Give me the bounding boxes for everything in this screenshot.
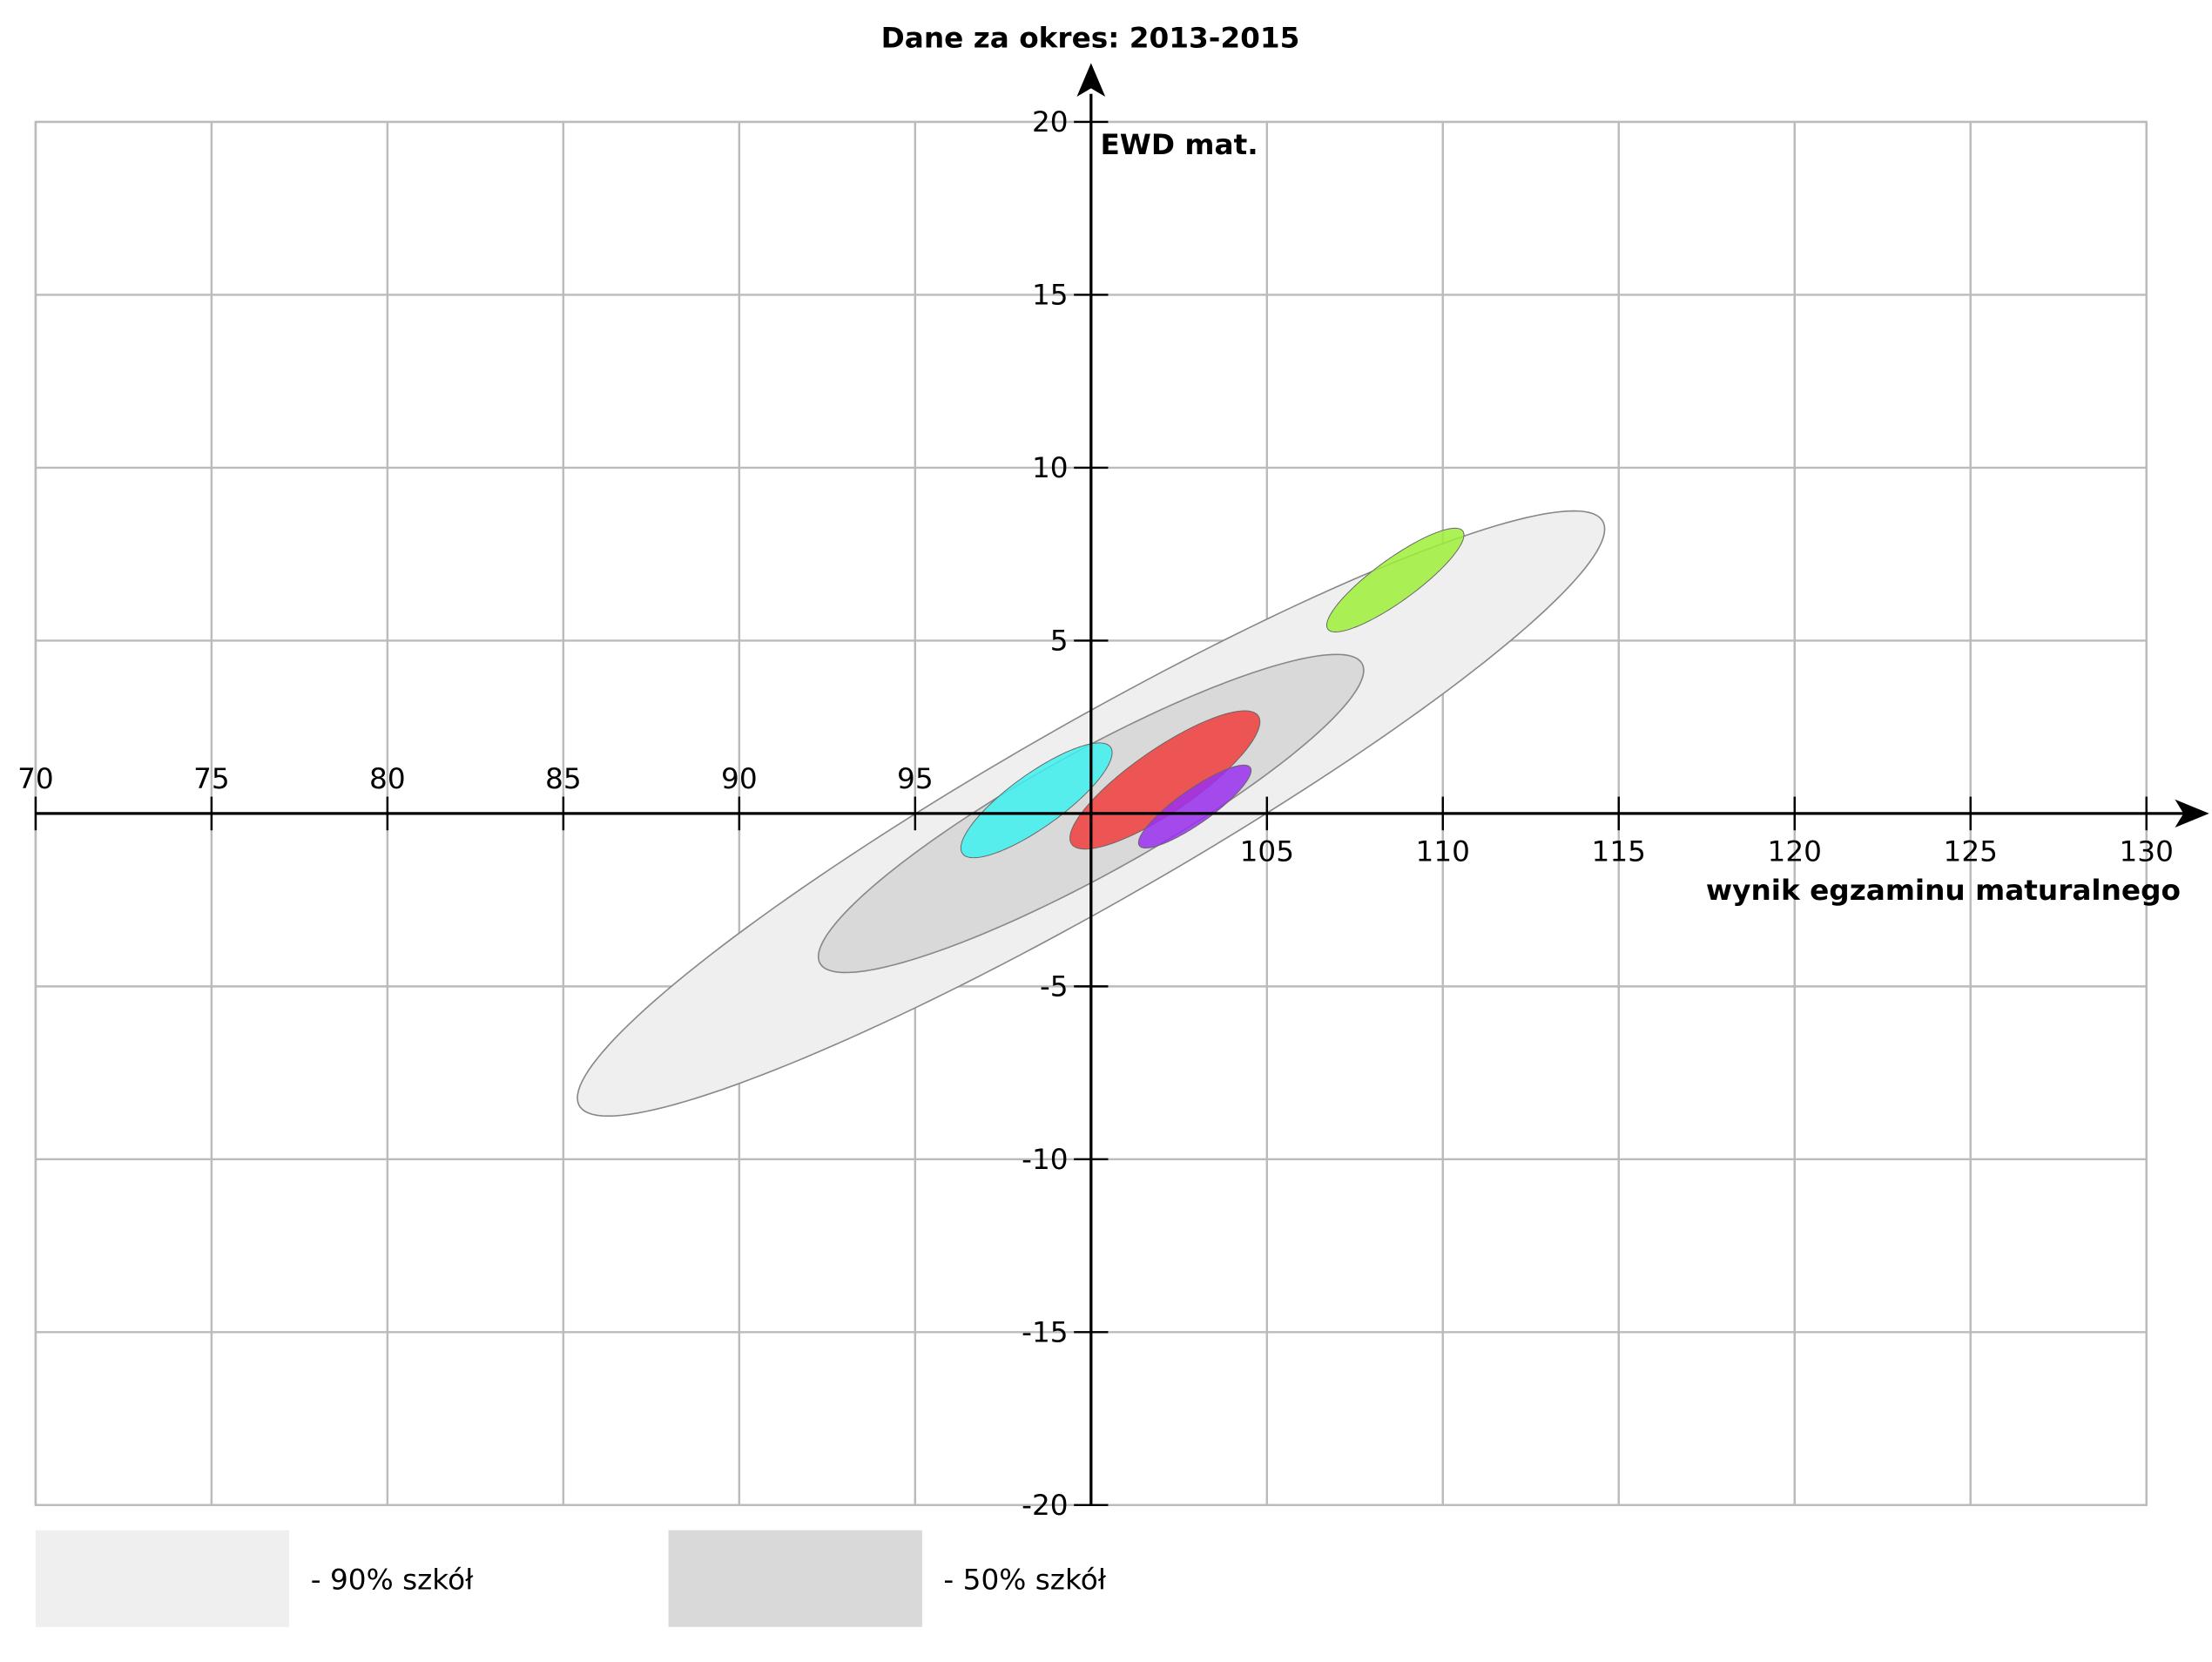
y-tick-label: -5	[1040, 970, 1069, 1003]
x-tick-label: 125	[1944, 835, 1998, 868]
y-tick-label: -10	[1022, 1143, 1068, 1176]
legend-label: - 50% szkół	[943, 1564, 1106, 1597]
y-tick-label: 5	[1050, 625, 1069, 658]
x-tick-label: 120	[1768, 835, 1822, 868]
y-tick-label: -15	[1022, 1316, 1068, 1349]
x-tick-label: 70	[17, 762, 54, 795]
x-axis-label: wynik egzaminu maturalnego	[1706, 874, 2181, 907]
x-tick-label: 115	[1592, 835, 1646, 868]
y-tick-label: 20	[1032, 105, 1069, 138]
x-tick-label: 95	[897, 762, 934, 795]
legend-label: - 90% szkół	[311, 1564, 474, 1597]
legend-swatch	[35, 1530, 290, 1627]
x-tick-label: 80	[369, 762, 406, 795]
x-tick-label: 130	[2119, 835, 2173, 868]
y-axis-label: EWD mat.	[1100, 128, 1258, 161]
y-axis-arrow	[1076, 63, 1106, 98]
y-tick-label: -20	[1022, 1489, 1068, 1522]
legend-swatch	[668, 1530, 922, 1627]
x-tick-label: 110	[1416, 835, 1470, 868]
ellipse	[1325, 527, 1465, 632]
chart-title: Dane za okres: 2013-2015	[881, 22, 1300, 55]
ellipse	[1137, 764, 1252, 849]
y-tick-label: 15	[1032, 279, 1069, 312]
x-axis-arrow	[2175, 799, 2209, 828]
x-tick-label: 75	[193, 762, 230, 795]
x-tick-label: 85	[545, 762, 582, 795]
x-tick-label: 105	[1240, 835, 1294, 868]
x-tick-label: 90	[721, 762, 758, 795]
y-tick-label: 10	[1032, 451, 1069, 484]
ellipse	[960, 742, 1113, 859]
